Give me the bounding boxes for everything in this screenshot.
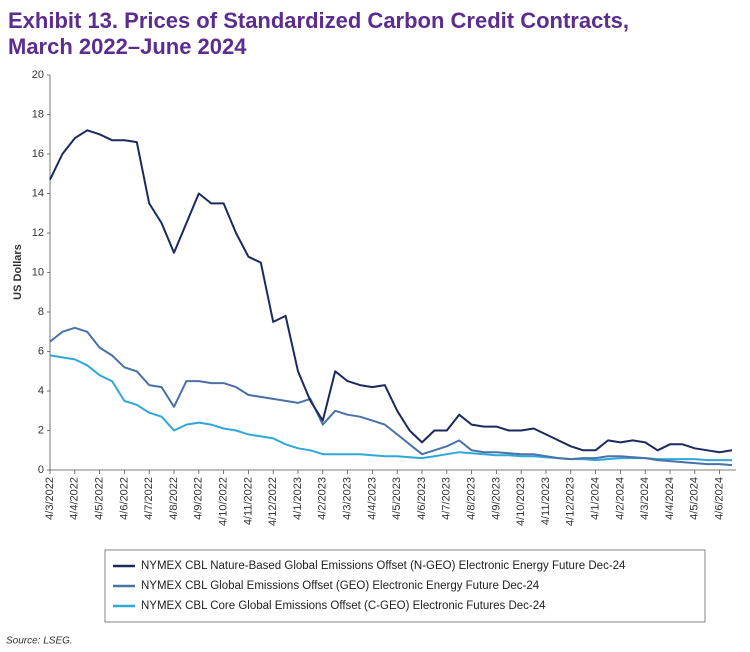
x-tick-label: 4/6/2024: [714, 477, 726, 520]
x-tick-label: 4/1/2024: [590, 477, 602, 520]
x-tick-label: 4/2/2023: [317, 477, 329, 520]
x-tick-label: 4/12/2022: [267, 477, 279, 526]
x-tick-label: 4/3/2022: [44, 477, 56, 520]
y-tick-label: 6: [38, 345, 44, 357]
x-tick-label: 4/4/2024: [664, 477, 676, 520]
x-tick-label: 4/10/2023: [515, 477, 527, 526]
x-tick-label: 4/1/2023: [292, 477, 304, 520]
y-tick-label: 20: [32, 69, 44, 81]
x-tick-label: 4/12/2023: [565, 477, 577, 526]
y-tick-label: 14: [32, 187, 44, 199]
x-tick-label: 4/4/2022: [69, 477, 81, 520]
legend-box: [104, 549, 706, 623]
x-tick-label: 4/8/2022: [168, 477, 180, 520]
legend-label: NYMEX CBL Global Emissions Offset (GEO) …: [141, 580, 540, 592]
x-tick-label: 4/9/2022: [193, 477, 205, 520]
x-tick-label: 4/8/2023: [466, 477, 478, 520]
y-tick-label: 10: [32, 266, 44, 278]
x-tick-label: 4/9/2023: [490, 477, 502, 520]
x-tick-label: 4/7/2022: [143, 477, 155, 520]
source-note: Source: LSEG.: [6, 636, 73, 647]
series-line: [49, 354, 732, 462]
legend-label: NYMEX CBL Core Global Emissions Offset (…: [141, 600, 546, 612]
x-tick-label: 4/3/2023: [342, 477, 354, 520]
x-tick-label: 4/5/2024: [689, 477, 701, 520]
y-tick-label: 8: [38, 306, 44, 318]
x-tick-label: 4/2/2024: [614, 477, 626, 520]
y-tick-label: 0: [38, 464, 44, 476]
x-tick-label: 4/6/2023: [416, 477, 428, 520]
series-line: [49, 326, 733, 467]
y-tick-label: 16: [32, 148, 44, 160]
x-tick-label: 4/11/2022: [242, 477, 254, 525]
x-tick-label: 4/4/2023: [366, 477, 378, 520]
y-tick-label: 2: [38, 424, 44, 436]
chart-title: Exhibit 13. Prices of Standardized Carbo…: [8, 8, 629, 33]
y-tick-label: 18: [32, 108, 44, 120]
x-tick-label: 4/7/2023: [441, 477, 453, 520]
x-tick-label: 4/11/2023: [540, 477, 552, 525]
legend-label: NYMEX CBL Nature-Based Global Emissions …: [141, 560, 626, 572]
x-tick-label: 4/5/2022: [94, 477, 106, 520]
y-tick-label: 4: [38, 385, 44, 397]
x-tick-label: 4/5/2023: [391, 477, 403, 520]
x-tick-label: 4/6/2022: [118, 477, 130, 520]
x-tick-label: 4/3/2024: [639, 477, 651, 520]
x-tick-label: 4/10/2022: [218, 477, 230, 526]
y-axis-label: US Dollars: [12, 244, 24, 300]
chart-title: March 2022–June 2024: [8, 34, 247, 59]
series-line: [49, 129, 733, 454]
y-tick-label: 12: [32, 227, 44, 239]
